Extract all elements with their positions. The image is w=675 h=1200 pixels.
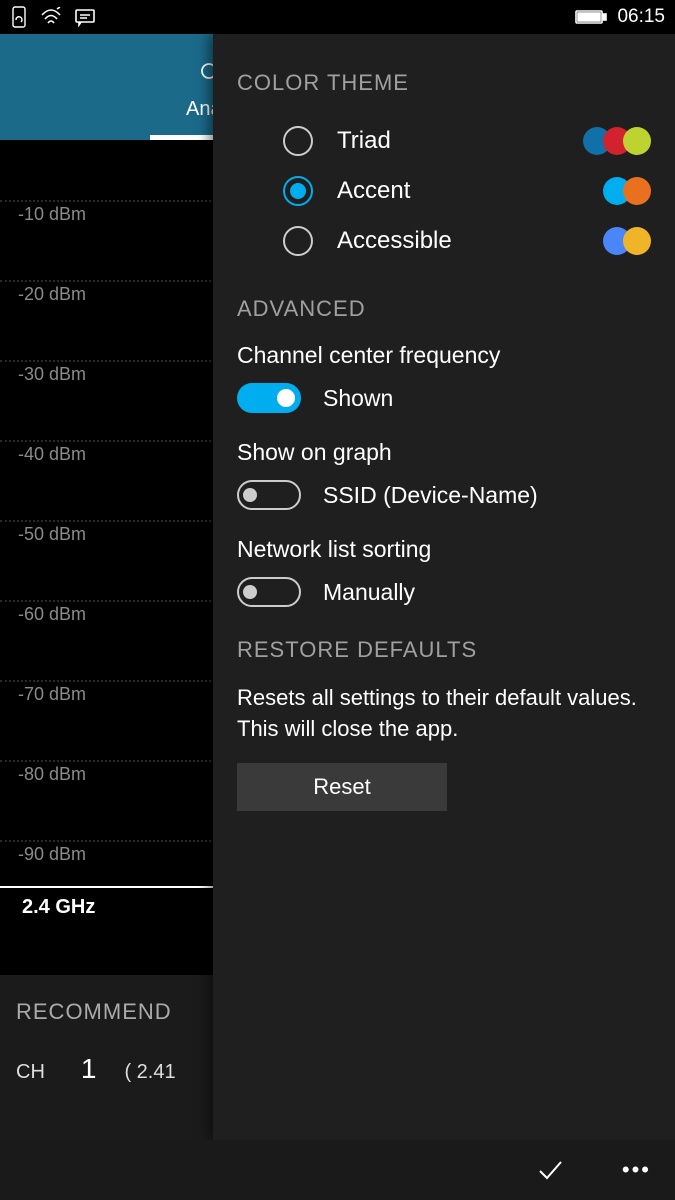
radio-option-accessible[interactable]: Accessible xyxy=(237,216,651,266)
section-restore: RESTORE DEFAULTS xyxy=(237,637,651,663)
section-advanced: ADVANCED xyxy=(237,296,651,322)
wifi-icon xyxy=(40,7,62,27)
swatch xyxy=(623,127,651,155)
recommend-ch-label: CH xyxy=(16,1061,45,1084)
radio-icon xyxy=(283,126,313,156)
channel-freq-toggle[interactable] xyxy=(237,383,301,413)
channel-freq-label: Channel center frequency xyxy=(237,342,651,369)
status-icons-left xyxy=(10,6,96,28)
grid-label: -50 dBm xyxy=(18,524,86,545)
band-label: 2.4 GHz xyxy=(22,896,95,919)
reset-button[interactable]: Reset xyxy=(237,763,447,811)
accept-button[interactable] xyxy=(534,1154,566,1186)
battery-icon xyxy=(575,9,607,25)
status-bar: 06:15 xyxy=(0,0,675,34)
swatch xyxy=(623,177,651,205)
recommend-freq: ( 2.41 xyxy=(124,1061,175,1084)
message-icon xyxy=(74,7,96,27)
more-button[interactable]: ••• xyxy=(622,1157,651,1183)
grid-label: -10 dBm xyxy=(18,204,86,225)
show-on-graph-toggle[interactable] xyxy=(237,480,301,510)
grid-label: -20 dBm xyxy=(18,284,86,305)
app-bar: ••• xyxy=(0,1140,675,1200)
radio-option-accent[interactable]: Accent xyxy=(237,166,651,216)
radio-label: Accessible xyxy=(337,227,603,255)
grid-label: -60 dBm xyxy=(18,604,86,625)
color-swatches xyxy=(583,127,651,155)
recommend-ch-value: 1 xyxy=(81,1053,97,1085)
radio-icon xyxy=(283,226,313,256)
recommend-row: CH 1 ( 2.41 xyxy=(16,1053,204,1085)
grid-label: -40 dBm xyxy=(18,444,86,465)
color-swatches xyxy=(603,227,651,255)
network-sort-label: Network list sorting xyxy=(237,536,651,563)
status-right: 06:15 xyxy=(575,6,665,28)
grid-label: -90 dBm xyxy=(18,844,86,865)
clock: 06:15 xyxy=(617,6,665,28)
channel-freq-toggle-row: Shown xyxy=(237,383,651,413)
settings-flyout: COLOR THEME Triad Accent Accessible ADVANC… xyxy=(213,34,675,1140)
radio-option-triad[interactable]: Triad xyxy=(237,116,651,166)
show-on-graph-value: SSID (Device-Name) xyxy=(323,482,538,509)
band-underline xyxy=(0,886,220,888)
network-sort-value: Manually xyxy=(323,579,415,606)
section-color-theme: COLOR THEME xyxy=(237,70,651,96)
radio-label: Accent xyxy=(337,177,603,205)
swatch xyxy=(623,227,651,255)
radio-label: Triad xyxy=(337,127,583,155)
network-sort-toggle[interactable] xyxy=(237,577,301,607)
show-on-graph-toggle-row: SSID (Device-Name) xyxy=(237,480,651,510)
grid-label: -70 dBm xyxy=(18,684,86,705)
grid-label: -80 dBm xyxy=(18,764,86,785)
color-swatches xyxy=(603,177,651,205)
radio-icon xyxy=(283,176,313,206)
restore-description: Resets all settings to their default val… xyxy=(237,683,651,745)
recommend-panel: RECOMMEND CH 1 ( 2.41 xyxy=(0,975,220,1140)
network-sort-toggle-row: Manually xyxy=(237,577,651,607)
show-on-graph-label: Show on graph xyxy=(237,439,651,466)
rotation-lock-icon xyxy=(10,6,28,28)
grid-label: -30 dBm xyxy=(18,364,86,385)
recommend-title: RECOMMEND xyxy=(16,999,204,1025)
channel-freq-value: Shown xyxy=(323,385,393,412)
